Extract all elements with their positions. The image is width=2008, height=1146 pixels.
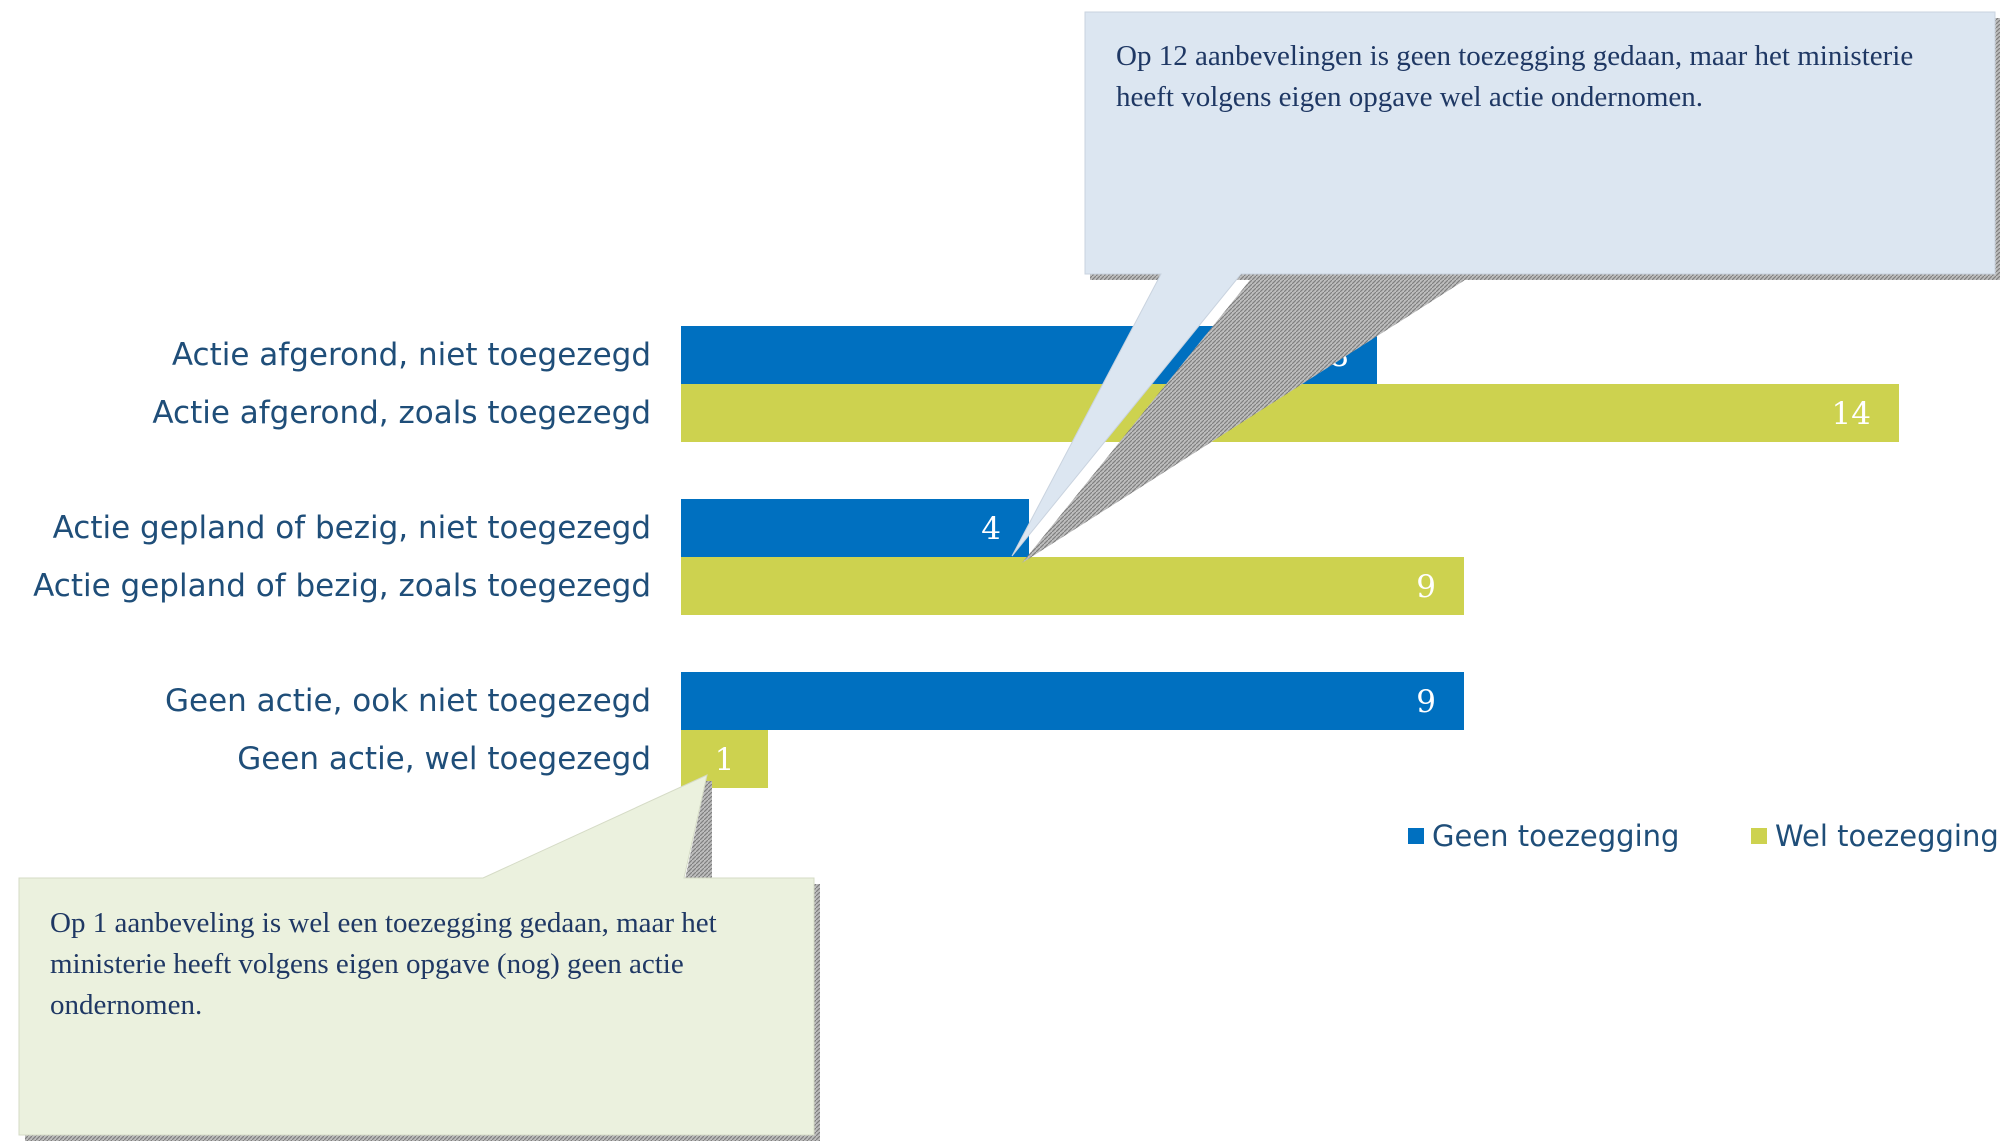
bar-2 [681,384,1899,442]
legend-label-geen-toezegging: Geen toezegging [1432,819,1679,853]
bar-4 [681,557,1464,615]
bar-5 [681,672,1464,730]
data-label-5: 9 [1416,684,1436,720]
category-label-3: Actie gepland of bezig, niet toegezegd [53,510,651,546]
data-label-3: 4 [981,511,1001,547]
category-label-2: Actie afgerond, zoals toegezegd [152,395,651,431]
category-labels: Actie afgerond, niet toegezegd Actie afge… [33,337,651,777]
legend-swatch-wel-toezegging [1751,828,1767,844]
data-label-6: 1 [715,742,735,778]
callout-blue [1011,11,2000,563]
callout-blue-shape [1011,11,1996,557]
data-label-4: 9 [1416,569,1436,605]
legend: Geen toezegging Wel toezegging [1408,819,1999,853]
legend-swatch-geen-toezegging [1408,828,1424,844]
category-label-4: Actie gepland of bezig, zoals toegezegd [33,568,651,604]
category-label-5: Geen actie, ook niet toegezegd [165,683,651,719]
bar-6 [681,730,768,788]
callout-green-text: Op 1 aanbeveling is wel een toezegging g… [50,907,717,1021]
callout-green-pointer-shadow [684,781,712,884]
callout-blue-text: Op 12 aanbevelingen is geen toezegging g… [1116,40,1914,113]
bar-3 [681,499,1029,557]
data-label-2: 14 [1832,396,1871,432]
category-label-6: Geen actie, wel toegezegd [237,741,651,777]
legend-label-wel-toezegging: Wel toezegging [1775,819,1999,853]
callout-green-shape [18,774,815,1136]
category-label-1: Actie afgerond, niet toegezegd [172,337,651,373]
bars-layer [681,326,1899,788]
callout-green [18,774,820,1141]
